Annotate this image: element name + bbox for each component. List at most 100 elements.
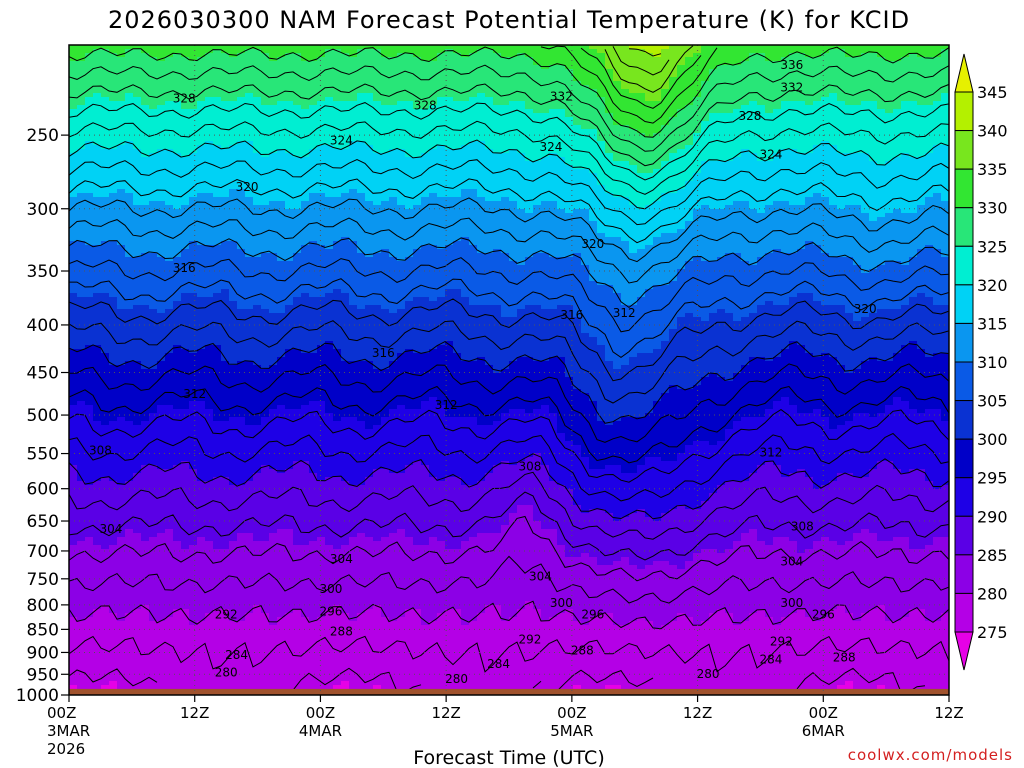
band-cell [461,101,470,106]
band-cell [613,145,622,150]
band-cell [749,137,758,142]
band-cell [805,89,814,94]
band-cell [245,49,254,54]
band-cell [253,153,262,158]
band-cell [221,209,230,214]
band-cell [909,197,918,202]
band-cell [733,65,742,70]
band-cell [101,113,110,118]
band-cell [205,117,214,122]
band-cell [269,137,278,142]
band-cell [677,113,686,118]
band-cell [173,61,182,66]
band-cell [101,193,110,198]
band-cell [749,121,758,126]
band-cell [637,85,646,90]
band-cell [765,165,774,170]
band-cell [557,85,566,90]
band-cell [549,65,558,70]
band-cell [637,149,646,154]
band-cell [325,157,334,162]
band-cell [293,137,302,142]
band-cell [909,101,918,106]
band-cell [565,121,574,126]
band-cell [557,185,566,190]
band-cell [909,217,918,222]
band-cell [101,157,110,162]
band-cell [349,133,358,138]
band-cell [285,85,294,90]
band-cell [165,185,174,190]
band-cell [117,149,126,154]
band-cell [157,77,166,82]
band-cell [669,81,678,86]
band-cell [677,221,686,226]
band-cell [149,169,158,174]
band-cell [277,45,286,50]
band-cell [333,193,342,198]
band-cell [101,209,110,214]
band-cell [69,161,78,166]
band-cell [397,181,406,186]
band-cell [269,73,278,78]
band-cell [533,73,542,78]
band-cell [197,93,206,98]
band-cell [349,149,358,154]
band-cell [317,173,326,178]
band-cell [101,137,110,142]
band-cell [501,141,510,146]
band-cell [405,101,414,106]
band-cell [925,101,934,106]
band-cell [109,209,118,214]
band-cell [437,145,446,150]
band-cell [669,153,678,158]
band-cell [733,57,742,62]
band-cell [829,101,838,106]
band-cell [381,225,390,230]
band-cell [893,193,902,198]
band-cell [477,129,486,134]
band-cell [877,165,886,170]
band-cell [109,149,118,154]
band-cell [165,145,174,150]
band-cell [229,65,238,70]
band-cell [621,137,630,142]
band-cell [917,117,926,122]
band-cell [429,157,438,162]
band-cell [437,209,446,214]
band-cell [869,137,878,142]
band-cell [829,177,838,182]
band-cell [685,97,694,102]
band-cell [85,181,94,186]
band-cell [181,189,190,194]
band-cell [397,157,406,162]
band-cell [813,109,822,114]
band-cell [629,129,638,134]
band-cell [93,61,102,66]
band-cell [389,101,398,106]
band-cell [357,109,366,114]
band-cell [77,157,86,162]
band-cell [709,89,718,94]
band-cell [133,81,142,86]
band-cell [117,157,126,162]
band-cell [869,57,878,62]
band-cell [629,49,638,54]
band-cell [141,57,150,62]
band-cell [133,197,142,202]
band-cell [549,77,558,82]
band-cell [877,93,886,98]
band-cell [349,89,358,94]
band-cell [309,145,318,150]
band-cell [861,117,870,122]
band-cell [357,201,366,206]
band-cell [765,129,774,134]
band-cell [301,61,310,66]
band-cell [733,209,742,214]
band-cell [445,101,454,106]
band-cell [797,197,806,202]
band-cell [837,101,846,106]
band-cell [901,197,910,202]
band-cell [173,97,182,102]
band-cell [645,69,654,74]
